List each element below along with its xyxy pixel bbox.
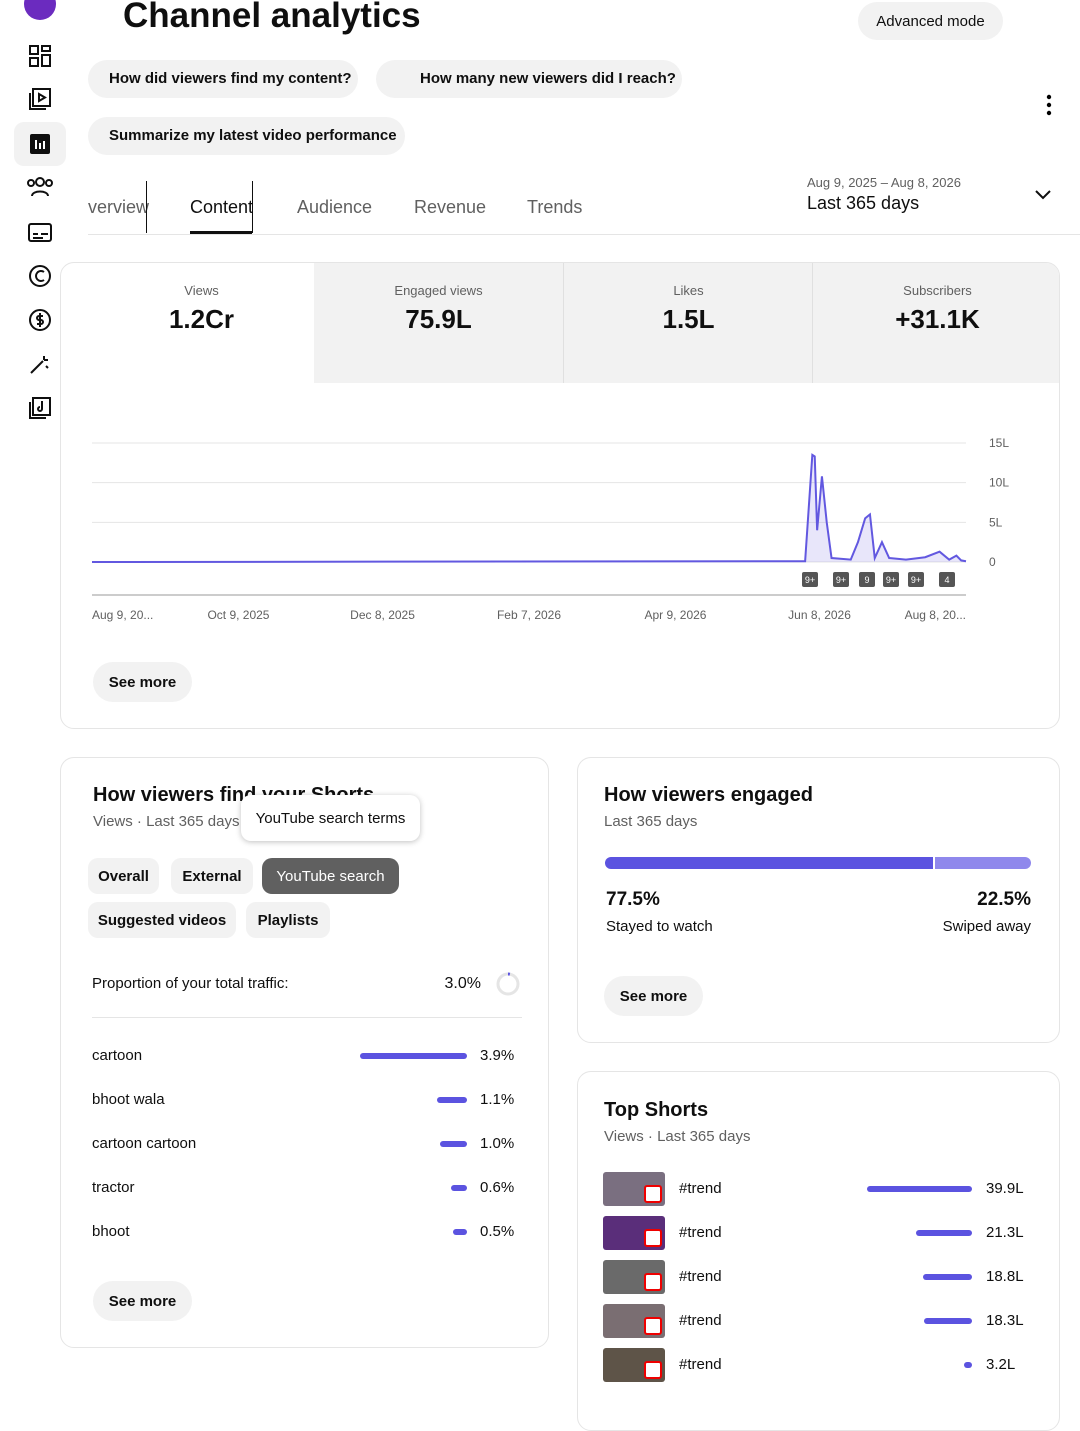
y-tick-label: 15L: [989, 436, 1009, 450]
engagement-value: 77.5%: [606, 889, 660, 911]
tooltip: YouTube search terms: [241, 795, 420, 841]
shorts-badge: [644, 1317, 662, 1335]
see-more-button[interactable]: See more: [93, 662, 192, 702]
annotation-label: 9+: [836, 575, 846, 585]
term-value: 0.5%: [480, 1223, 514, 1240]
shorts-badge: [644, 1273, 662, 1291]
engagement-segment: [605, 857, 933, 869]
engagement-title: How viewers engaged: [604, 784, 813, 807]
short-title[interactable]: #trend: [679, 1268, 722, 1285]
x-tick-label: Oct 9, 2025: [207, 608, 269, 622]
term-value: 0.6%: [480, 1179, 514, 1196]
short-bar: [964, 1362, 972, 1368]
annotation-label: 9+: [805, 575, 815, 585]
filter-chip[interactable]: YouTube search: [262, 858, 399, 894]
top-shorts-title: Top Shorts: [604, 1099, 708, 1122]
top-shorts-subtitle: Views · Last 365 days: [604, 1128, 750, 1145]
x-tick-label: Apr 9, 2026: [644, 608, 706, 622]
shorts-badge: [644, 1229, 662, 1247]
y-tick-label: 0: [989, 555, 996, 569]
short-bar: [924, 1318, 972, 1324]
x-tick-label: Aug 8, 20...: [905, 608, 966, 622]
annotation-label: 9+: [886, 575, 896, 585]
term-name: cartoon: [92, 1047, 142, 1064]
annotation-label: 4: [944, 575, 949, 585]
engagement-label: Swiped away: [943, 918, 1031, 935]
term-name: tractor: [92, 1179, 135, 1196]
x-tick-label: Aug 9, 20...: [92, 608, 153, 622]
short-title[interactable]: #trend: [679, 1356, 722, 1373]
term-value: 3.9%: [480, 1047, 514, 1064]
term-value: 1.1%: [480, 1091, 514, 1108]
x-tick-label: Jun 8, 2026: [788, 608, 851, 622]
y-tick-label: 5L: [989, 515, 1003, 529]
suggestion-chip[interactable]: Summarize my latest video performance: [88, 117, 405, 155]
proportion-label: Proportion of your total traffic:: [92, 975, 289, 992]
short-value: 21.3L: [986, 1224, 1024, 1241]
annotation-label: 9+: [911, 575, 921, 585]
filter-chip[interactable]: Suggested videos: [88, 902, 236, 938]
shorts-badge: [644, 1361, 662, 1379]
area: [92, 455, 966, 562]
short-title[interactable]: #trend: [679, 1224, 722, 1241]
term-bar: [360, 1053, 467, 1059]
suggestion-chip[interactable]: How did viewers find my content?: [88, 60, 358, 98]
filter-chip[interactable]: Overall: [88, 858, 159, 894]
filter-chip[interactable]: External: [171, 858, 253, 894]
engagement-subtitle: Last 365 days: [604, 813, 697, 830]
y-tick-label: 10L: [989, 476, 1009, 490]
short-value: 18.3L: [986, 1312, 1024, 1329]
engagement-segment: [935, 857, 1031, 869]
term-value: 1.0%: [480, 1135, 514, 1152]
proportion-value: 3.0%: [420, 975, 481, 993]
engagement-value: 22.5%: [977, 889, 1031, 911]
short-value: 18.8L: [986, 1268, 1024, 1285]
suggestion-chip[interactable]: How many new viewers did I reach?: [376, 60, 682, 98]
term-bar: [437, 1097, 467, 1103]
shorts-badge: [644, 1185, 662, 1203]
term-name: cartoon cartoon: [92, 1135, 196, 1152]
suggestion-text: How did viewers find my content?: [109, 70, 352, 87]
short-title[interactable]: #trend: [679, 1180, 722, 1197]
short-bar: [923, 1274, 972, 1280]
term-bar: [453, 1229, 467, 1235]
suggestion-text: How many new viewers did I reach?: [420, 70, 676, 87]
annotation-label: 9: [864, 575, 869, 585]
short-title[interactable]: #trend: [679, 1312, 722, 1329]
proportion-donut: [494, 970, 522, 998]
term-name: bhoot: [92, 1223, 130, 1240]
short-thumbnail[interactable]: [603, 1304, 665, 1338]
short-thumbnail[interactable]: [603, 1348, 665, 1382]
suggestion-text: Summarize my latest video performance: [109, 127, 397, 144]
donut-track: [498, 974, 518, 994]
filter-chip[interactable]: Playlists: [246, 902, 330, 938]
term-name: bhoot wala: [92, 1091, 165, 1108]
short-bar: [867, 1186, 972, 1192]
divider: [92, 1017, 522, 1018]
line: [92, 455, 966, 562]
short-value: 39.9L: [986, 1180, 1024, 1197]
engagement-label: Stayed to watch: [606, 918, 713, 935]
x-tick-label: Feb 7, 2026: [497, 608, 561, 622]
short-bar: [916, 1230, 972, 1236]
x-tick-label: Dec 8, 2025: [350, 608, 415, 622]
term-bar: [440, 1141, 467, 1147]
short-thumbnail[interactable]: [603, 1216, 665, 1250]
term-bar: [451, 1185, 467, 1191]
see-more-button[interactable]: See more: [604, 976, 703, 1016]
short-value: 3.2L: [986, 1356, 1015, 1373]
traffic-subtitle: Views · Last 365 days: [93, 813, 239, 830]
see-more-button[interactable]: See more: [93, 1281, 192, 1321]
short-thumbnail[interactable]: [603, 1260, 665, 1294]
short-thumbnail[interactable]: [603, 1172, 665, 1206]
